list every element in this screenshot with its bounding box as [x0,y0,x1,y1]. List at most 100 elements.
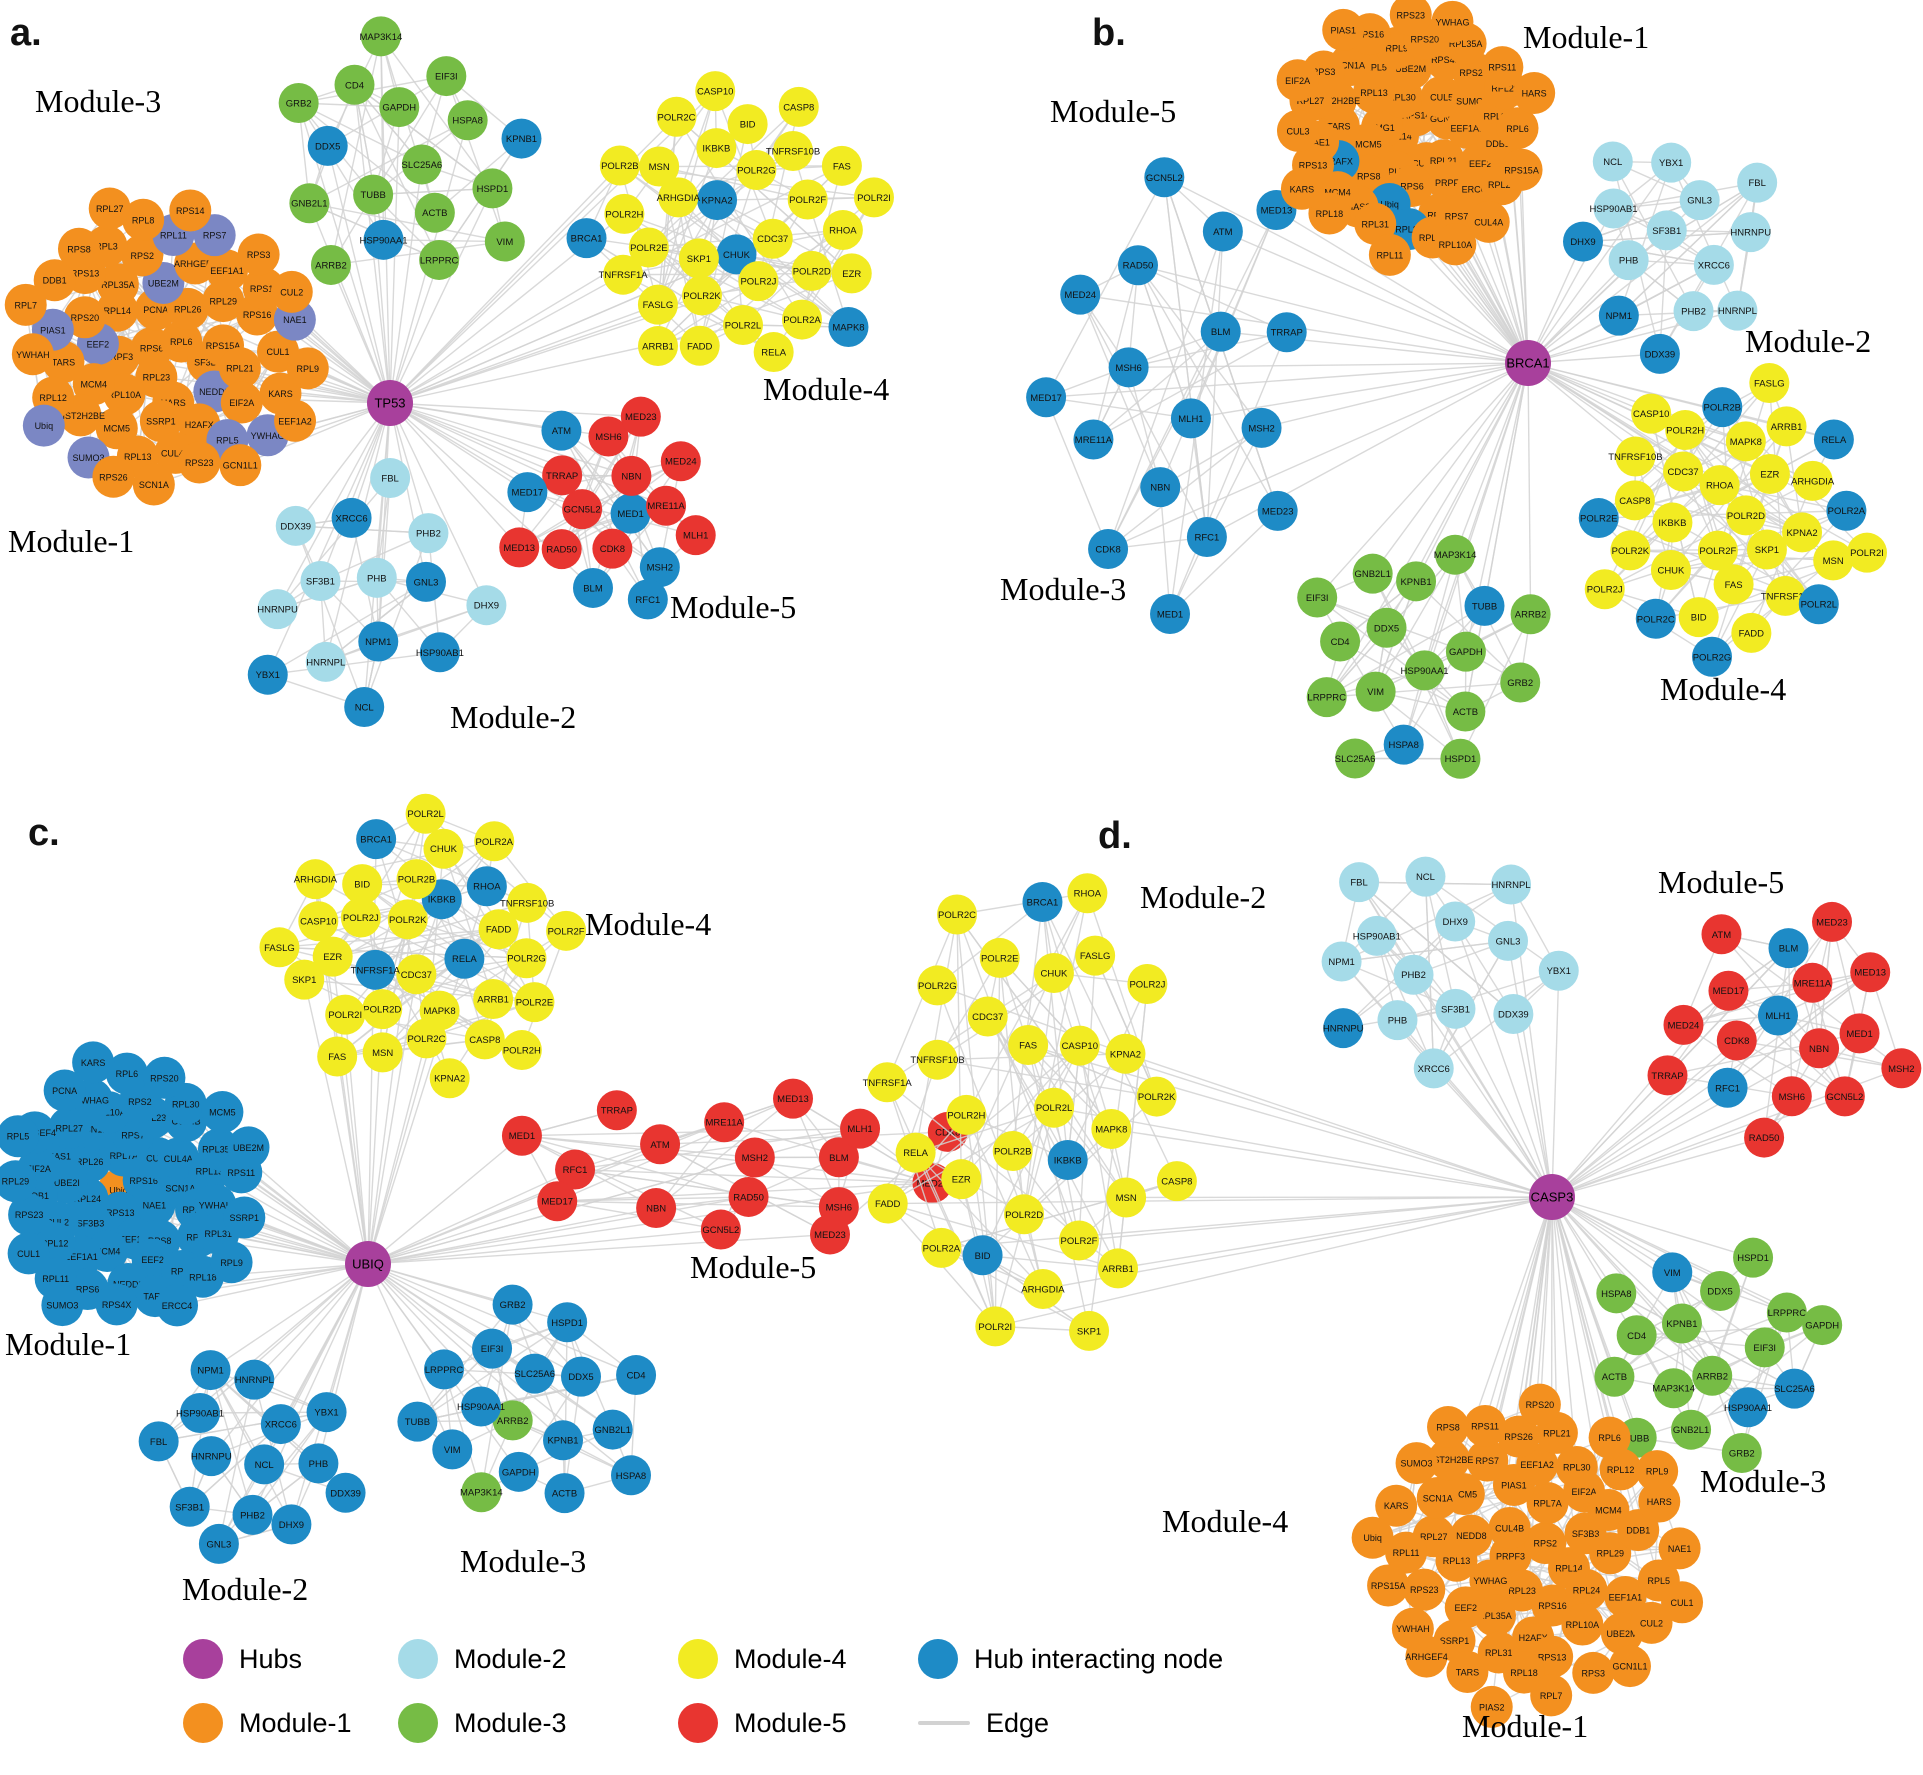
node-GNB2L1[interactable]: GNB2L1 [1352,553,1393,594]
node-TRRAP[interactable]: TRRAP [1266,312,1307,353]
node-TARS[interactable]: TARS [1446,1650,1489,1693]
node-FASLG[interactable]: FASLG [637,284,678,325]
node-ATM[interactable]: ATM [1701,914,1742,955]
node-RAD50[interactable]: RAD50 [728,1176,769,1217]
node-ARHGDIA[interactable]: ARHGDIA [294,859,338,900]
node-MED17[interactable]: MED17 [507,472,548,513]
node-GAPDH[interactable]: GAPDH [379,87,420,128]
node-DDX5[interactable]: DDX5 [1366,607,1407,648]
node-TNFRSF10B[interactable]: TNFRSF10B [910,1039,965,1080]
node-RPS20[interactable]: RPS20 [143,1056,186,1099]
node-ARRB2[interactable]: ARRB2 [1510,594,1551,635]
node-ACTB[interactable]: ACTB [414,192,455,233]
node-ARHGEF4[interactable]: ARHGEF4 [1405,1635,1448,1678]
node-POLR2D[interactable]: POLR2D [1725,495,1766,536]
node-RPL7[interactable]: RPL7 [4,283,47,326]
node-CDC37[interactable]: CDC37 [752,218,793,259]
node-HSP90AB1[interactable]: HSP90AB1 [416,632,464,673]
node-VIM[interactable]: VIM [1355,671,1396,712]
node-RHOA[interactable]: RHOA [466,866,507,907]
node-RPS20[interactable]: RPS20 [1518,1383,1561,1426]
node-BID[interactable]: BID [727,104,768,145]
node-KPNA2[interactable]: KPNA2 [697,180,738,221]
node-MED17[interactable]: MED17 [537,1181,578,1222]
node-MED13[interactable]: MED13 [1850,952,1891,993]
node-GNB2L1[interactable]: GNB2L1 [289,183,330,224]
node-ARHGDIA[interactable]: ARHGDIA [1791,460,1835,501]
node-RPS11[interactable]: RPS11 [1464,1404,1507,1447]
node-DDX39[interactable]: DDX39 [1639,333,1680,374]
node-DDX5[interactable]: DDX5 [1700,1271,1741,1312]
node-HNRNPU[interactable]: HNRNPU [257,589,298,630]
node-POLR2C[interactable]: POLR2C [406,1018,447,1059]
node-SLC25A6[interactable]: SLC25A6 [402,144,443,185]
node-Ubiq[interactable]: Ubiq [1351,1516,1394,1559]
node-GNL3[interactable]: GNL3 [1679,180,1720,221]
node-GCN5L2[interactable]: GCN5L2 [1824,1076,1865,1117]
node-UBE2M[interactable]: UBE2M [227,1126,270,1169]
node-XRCC6[interactable]: XRCC6 [1413,1048,1454,1089]
node-POLR2J[interactable]: POLR2J [1584,569,1625,610]
node-POLR2H[interactable]: POLR2H [1665,409,1706,450]
node-FAS[interactable]: FAS [1713,564,1754,605]
node-CHUK[interactable]: CHUK [423,828,464,869]
node-POLR2K[interactable]: POLR2K [681,275,722,316]
node-POLR2K[interactable]: POLR2K [1136,1076,1177,1117]
node-RPL6[interactable]: RPL6 [1588,1416,1631,1459]
node-RAD50[interactable]: RAD50 [541,529,582,570]
node-DHX9[interactable]: DHX9 [466,585,507,626]
node-HSPA8[interactable]: HSPA8 [1596,1273,1637,1314]
node-CASP8[interactable]: CASP8 [1614,480,1655,521]
node-SKP1[interactable]: SKP1 [284,959,325,1000]
node-POLR2L[interactable]: POLR2L [405,793,446,834]
node-YBX1[interactable]: YBX1 [247,654,288,695]
node-HSPA8[interactable]: HSPA8 [610,1455,651,1496]
node-TRRAP[interactable]: TRRAP [542,455,583,496]
node-CD4[interactable]: CD4 [334,64,375,105]
node-ACTB[interactable]: ACTB [1594,1356,1635,1397]
node-POLR2E[interactable]: POLR2E [1578,498,1619,539]
node-BLM[interactable]: BLM [1200,311,1241,352]
node-PHB[interactable]: PHB [1608,240,1649,281]
node-YBX1[interactable]: YBX1 [306,1392,347,1433]
node-HSPD1[interactable]: HSPD1 [1440,738,1481,779]
node-HSP90AB1[interactable]: HSP90AB1 [1353,915,1401,956]
node-PHB2[interactable]: PHB2 [232,1494,273,1535]
node-FADD[interactable]: FADD [867,1183,908,1224]
node-HNRNPL[interactable]: HNRNPL [305,641,346,682]
node-MLH1[interactable]: MLH1 [675,515,716,556]
node-ERCC4[interactable]: ERCC4 [156,1284,199,1327]
node-MED24[interactable]: MED24 [1060,274,1101,315]
node-PHB2[interactable]: PHB2 [1393,954,1434,995]
node-RPL9[interactable]: RPL9 [1636,1450,1679,1493]
node-GNB2L1[interactable]: GNB2L1 [592,1409,633,1450]
node-PHB[interactable]: PHB [1377,1000,1418,1041]
node-EIF3I[interactable]: EIF3I [472,1328,513,1369]
node-NCL[interactable]: NCL [344,686,385,727]
node-ATM[interactable]: ATM [640,1124,681,1165]
node-POLR2I[interactable]: POLR2I [975,1306,1016,1347]
node-DDX39[interactable]: DDX39 [325,1472,366,1513]
node-KARS[interactable]: KARS [1280,167,1323,210]
node-FBL[interactable]: FBL [370,458,411,499]
node-RPS23[interactable]: RPS23 [178,441,221,484]
node-KPNA2[interactable]: KPNA2 [429,1058,470,1099]
node-DDX5[interactable]: DDX5 [560,1356,601,1397]
node-SCN1A[interactable]: SCN1A [132,463,175,506]
node-FASLG[interactable]: FASLG [1075,935,1116,976]
node-CUL1[interactable]: CUL1 [1661,1581,1704,1624]
node-FBL[interactable]: FBL [1339,862,1380,903]
node-POLR2E[interactable]: POLR2E [514,982,555,1023]
node-POLR2H[interactable]: POLR2H [604,193,645,234]
node-KPNA2[interactable]: KPNA2 [1782,512,1823,553]
node-MED13[interactable]: MED13 [499,527,540,568]
node-HNRNPL[interactable]: HNRNPL [1491,864,1532,905]
node-MSN[interactable]: MSN [639,146,680,187]
node-RPS26[interactable]: RPS26 [92,455,135,498]
node-KPNB1[interactable]: KPNB1 [543,1420,584,1461]
node-ARRB1[interactable]: ARRB1 [1097,1248,1138,1289]
node-FAS[interactable]: FAS [317,1036,358,1077]
node-MSH2[interactable]: MSH2 [734,1137,775,1178]
node-POLR2D[interactable]: POLR2D [362,989,403,1030]
node-POLR2B[interactable]: POLR2B [1702,387,1743,428]
